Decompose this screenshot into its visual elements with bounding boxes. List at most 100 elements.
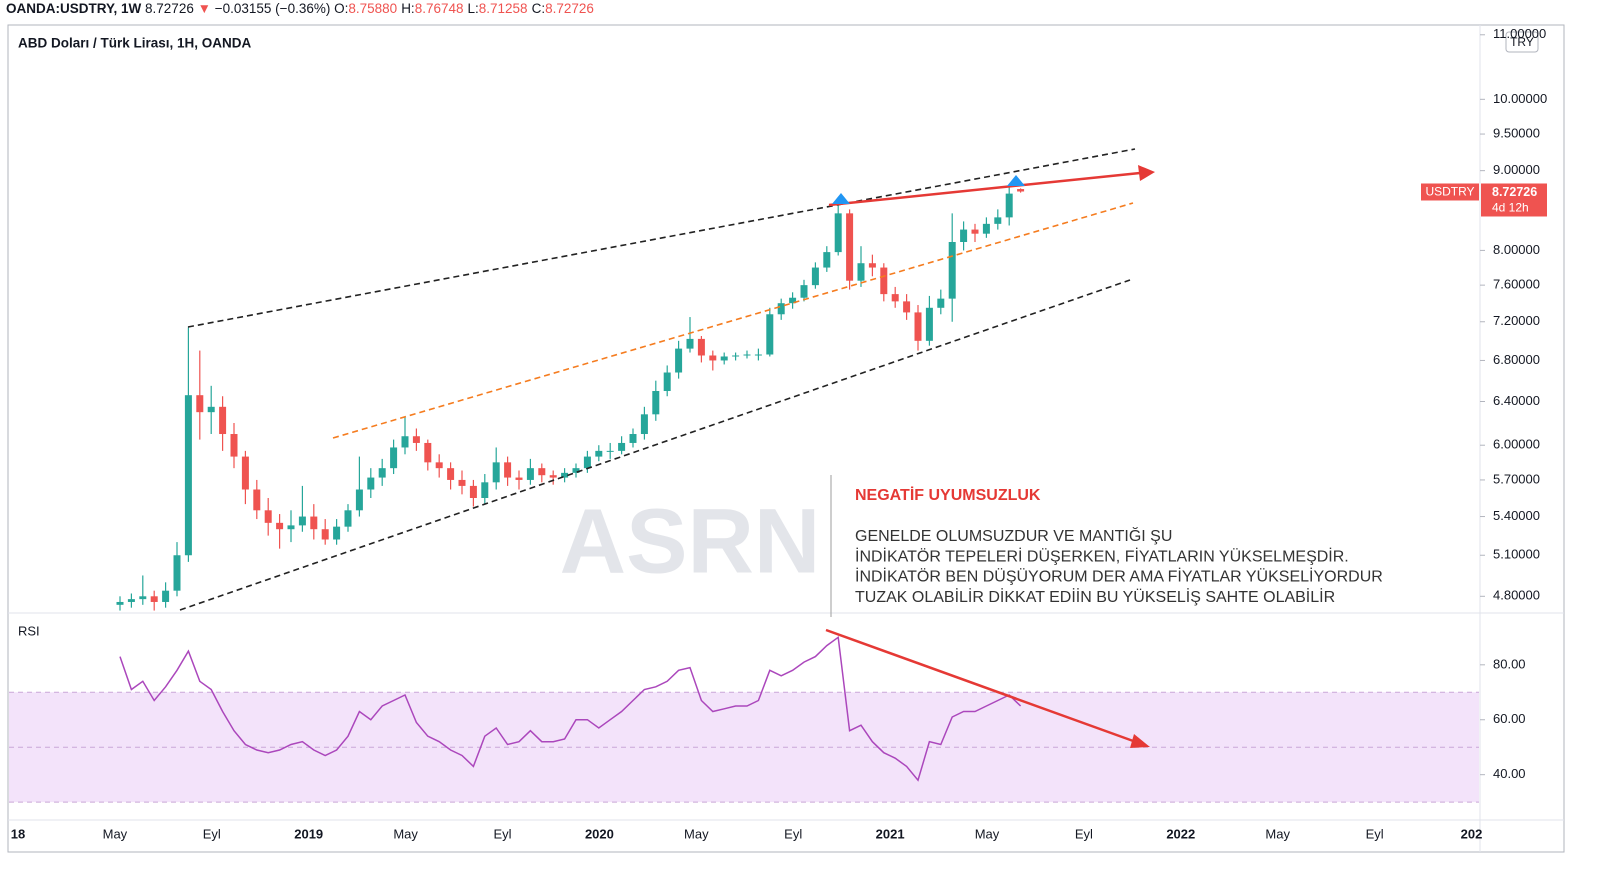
price-arrow	[828, 171, 1141, 207]
ohlc: O:8.75880 H:8.76748 L:8.71258 C:8.72726	[334, 1, 598, 16]
y-tick-label: 8.00000	[1493, 242, 1540, 257]
ohlc-value: 8.75880	[348, 1, 398, 16]
candle-body	[652, 391, 660, 415]
candle-body	[310, 516, 318, 530]
candle-body	[401, 436, 409, 448]
candle-body	[868, 263, 876, 268]
change: −0.03155 (−0.36%)	[214, 1, 331, 16]
y-tick-label: 6.40000	[1493, 393, 1540, 408]
y-tick-label: 5.40000	[1493, 508, 1540, 523]
currency-box	[1505, 31, 1539, 53]
candle-body	[903, 301, 911, 313]
candle-body	[230, 434, 238, 457]
candle-body	[697, 338, 705, 356]
candle-body	[298, 516, 306, 526]
candle-body	[640, 414, 648, 435]
candle-body	[777, 303, 785, 315]
x-tick-label: Eyl	[203, 826, 221, 841]
candle-body	[196, 395, 204, 413]
candle-body	[241, 456, 249, 490]
note-line: İNDİKATÖR TEPELERİ DÜŞERKEN, FİYATLARIN …	[855, 546, 1349, 565]
candle-body	[549, 475, 557, 478]
y-tick-label: 4.80000	[1493, 588, 1540, 603]
candle-body	[982, 223, 990, 234]
candle-body	[800, 285, 808, 298]
arrow-head	[1138, 165, 1155, 181]
candle-body	[709, 355, 717, 361]
candle-body	[276, 522, 284, 530]
candle-body	[515, 477, 523, 480]
candle-body	[595, 450, 603, 457]
candle-body	[948, 241, 956, 299]
candle-body	[743, 354, 751, 356]
last-price: 8.72726	[145, 1, 194, 16]
x-tick-label: May	[103, 826, 128, 841]
candle-body	[447, 468, 455, 480]
candle-body	[971, 229, 979, 234]
ohlc-label: C:	[531, 1, 546, 16]
candle-body	[162, 590, 170, 602]
candle-body	[811, 267, 819, 286]
ohlc-label: H:	[401, 1, 415, 16]
candle-body	[857, 263, 865, 281]
y-tick-label: 9.50000	[1493, 125, 1540, 140]
watermark: ASRN	[560, 490, 821, 592]
candle-body	[766, 314, 774, 355]
ohlc-label: O:	[334, 1, 349, 16]
candle-body	[937, 298, 945, 308]
price-tag-box	[1481, 183, 1547, 217]
candle-body	[1005, 193, 1013, 218]
price-tag-symbol: USDTRY	[1425, 185, 1474, 199]
note-line: GENELDE OLUMSUZDUR VE MANTIĞI ŞU	[855, 526, 1172, 545]
x-tick-label: 18	[11, 826, 25, 841]
candle-body	[572, 468, 580, 473]
arrow-head	[1130, 734, 1150, 748]
y-tick-label: 7.20000	[1493, 313, 1540, 328]
candle-body	[378, 468, 386, 478]
note-title: NEGATİF UYUMSUZLUK	[855, 486, 1041, 504]
candle-body	[914, 312, 922, 341]
x-tick-label: May	[975, 826, 1000, 841]
peak-marker	[832, 193, 850, 204]
x-tick-label: Eyl	[1075, 826, 1093, 841]
candle-body	[412, 436, 420, 443]
candle-body	[1017, 189, 1025, 192]
candle-body	[561, 472, 569, 478]
candle-body	[720, 356, 728, 361]
candle-body	[663, 372, 671, 392]
rsi-title: RSI	[18, 623, 40, 638]
y-tick-label: 5.10000	[1493, 547, 1540, 562]
candle-body	[538, 468, 546, 476]
symbol: OANDA:USDTRY, 1W	[6, 1, 142, 16]
candle-body	[127, 599, 135, 602]
x-tick-label: 2020	[585, 826, 614, 841]
candle-body	[504, 462, 512, 478]
x-tick-label: Eyl	[1366, 826, 1384, 841]
candle-body	[618, 442, 626, 451]
note-line: TUZAK OLABİLİR DİKKAT EDİİN BU YÜKSELİŞ …	[855, 587, 1335, 606]
candle-body	[321, 529, 329, 540]
y-tick-label: 10.00000	[1493, 91, 1547, 106]
candle-body	[583, 456, 591, 469]
y-tick-label: 11.00000	[1493, 26, 1546, 41]
y-tick-label: 60.00	[1493, 711, 1526, 726]
candle-body	[526, 468, 534, 480]
y-tick-label: 6.80000	[1493, 352, 1540, 367]
price-tag-price: 8.72726	[1492, 185, 1537, 199]
candle-body	[789, 297, 797, 304]
candle-body	[390, 447, 398, 469]
x-tick-label: 2022	[1166, 826, 1195, 841]
candle-body	[184, 395, 192, 556]
y-tick-label: 7.60000	[1493, 277, 1540, 292]
candle-body	[207, 406, 215, 413]
note-line: İNDİKATÖR BEN DÜŞÜYORUM DER AMA FİYATLAR…	[855, 567, 1383, 586]
marks: 4.80000 5.10000 5.40000 5.70000 6.00000 6.400…	[11, 26, 1547, 841]
y-tick-label: 6.00000	[1493, 437, 1540, 452]
candle-body	[367, 477, 375, 490]
candle-body	[754, 354, 762, 356]
drawings	[179, 148, 1155, 748]
x-tick-label: Eyl	[784, 826, 802, 841]
candle-body	[287, 525, 295, 530]
candle-body	[469, 485, 477, 498]
